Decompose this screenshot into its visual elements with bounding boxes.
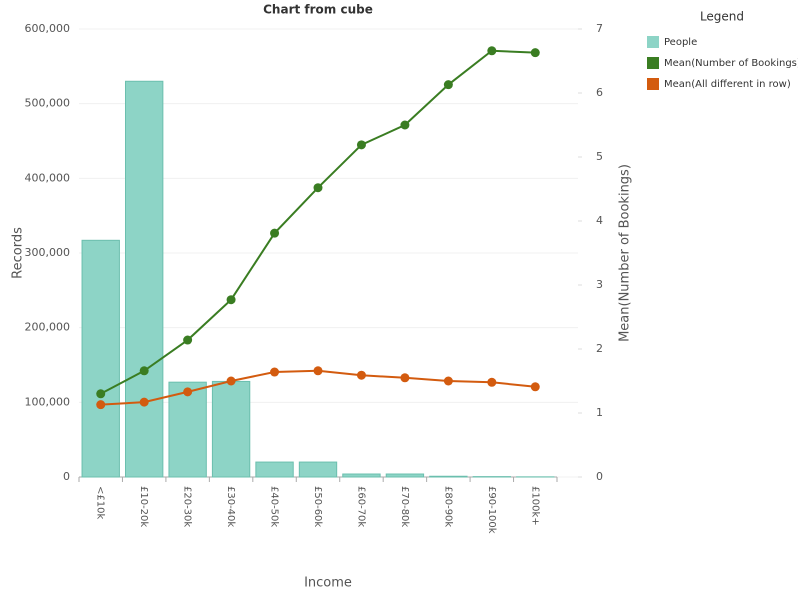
x-axis-title: Income (304, 576, 352, 591)
point (139, 366, 149, 376)
point (96, 400, 106, 410)
legend-title: Legend (700, 10, 744, 24)
point (356, 140, 366, 150)
bar (168, 381, 207, 478)
legend-swatch (647, 57, 659, 69)
x-tick-label: £100k+ (529, 486, 540, 526)
x-tick-label: £40-50k (269, 486, 280, 527)
point (96, 389, 106, 399)
chart-title: Chart from cube (263, 3, 373, 17)
bar (429, 475, 468, 478)
point (183, 387, 193, 397)
point (530, 48, 540, 58)
point (270, 367, 280, 377)
bar (298, 461, 338, 478)
y2-tick-label: 1 (596, 406, 603, 419)
x-tick-label: £10-20k (138, 486, 149, 527)
point (226, 295, 236, 305)
point (487, 377, 497, 387)
line (100, 49, 536, 395)
y2-tick-label: 2 (596, 342, 603, 355)
x-tick-label: £20-30k (182, 486, 193, 527)
bar (211, 380, 251, 478)
x-tick-label: £70-80k (399, 486, 410, 527)
y2-tick-label: 0 (596, 470, 603, 483)
bar (385, 473, 425, 478)
bar (81, 239, 120, 478)
point (226, 376, 236, 386)
y-tick-label: 400,000 (25, 171, 71, 184)
x-tick-label: £80-90k (442, 486, 453, 527)
y2-tick-label: 4 (596, 214, 603, 227)
point (313, 366, 323, 376)
x-tick-label: £90-100k (486, 486, 497, 534)
y-axis-title: Records (11, 227, 26, 279)
point (487, 46, 497, 56)
x-tick-label: £30-40k (225, 486, 236, 527)
y-tick-label: 100,000 (25, 395, 71, 408)
x-tick-label: <£10k (95, 486, 106, 519)
y2-tick-label: 7 (596, 22, 603, 35)
y2-axis-title: Mean(Number of Bookings) (618, 164, 633, 342)
bar (124, 80, 164, 478)
y2-tick-label: 5 (596, 150, 603, 163)
point (530, 382, 540, 392)
legend-swatch (647, 78, 659, 90)
y-tick-label: 600,000 (25, 22, 71, 35)
point (400, 373, 410, 383)
legend-label: Mean(Number of Bookings) (664, 58, 798, 69)
legend-label: People (664, 37, 697, 48)
point (356, 370, 366, 380)
legend-swatch (647, 36, 659, 48)
y2-tick-label: 3 (596, 278, 603, 291)
point (443, 80, 453, 90)
point (313, 183, 323, 193)
line (100, 369, 536, 406)
x-tick-label: £50-60k (312, 486, 323, 527)
point (400, 120, 410, 130)
y-tick-label: 200,000 (25, 321, 71, 334)
bar (342, 473, 381, 478)
point (183, 335, 193, 345)
y-tick-label: 500,000 (25, 97, 71, 110)
legend-label: Mean(All different in row) (664, 79, 791, 90)
y-tick-label: 300,000 (25, 246, 71, 259)
point (443, 376, 453, 386)
y-tick-label: 0 (63, 470, 70, 483)
bar (255, 461, 294, 478)
y2-tick-label: 6 (596, 86, 603, 99)
x-tick-label: £60-70k (355, 486, 366, 527)
point (270, 228, 280, 238)
point (139, 397, 149, 407)
